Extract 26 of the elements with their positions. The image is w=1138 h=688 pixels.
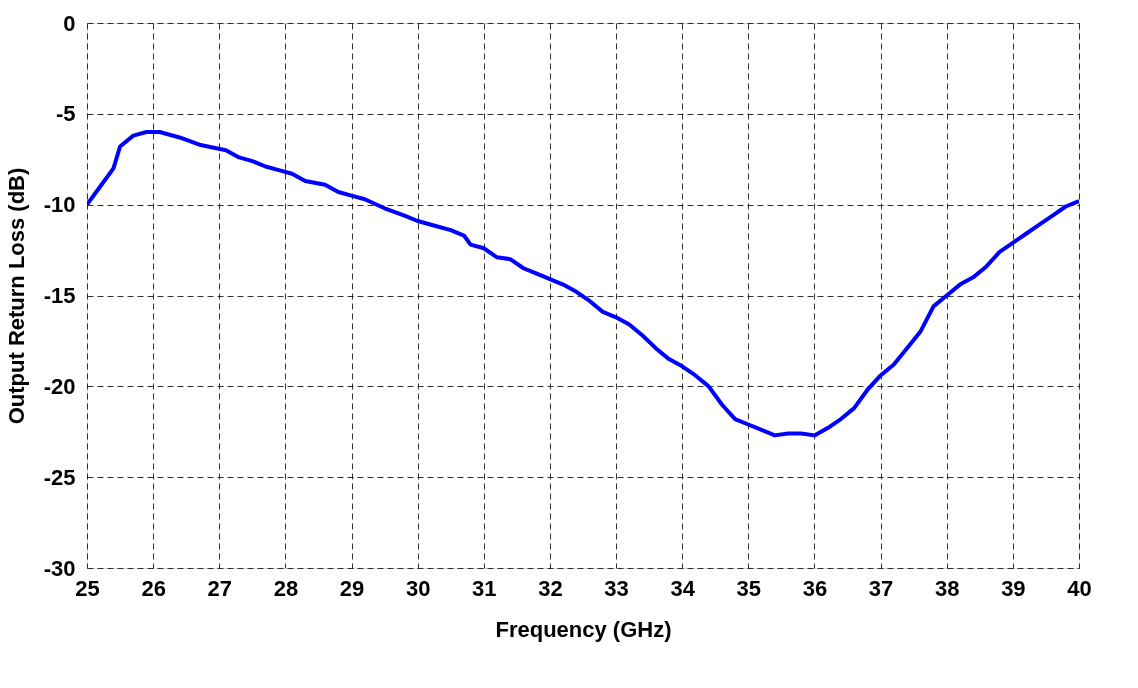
- x-tick-label: 30: [405, 575, 431, 601]
- x-tick-label: 34: [670, 575, 696, 601]
- y-tick-label: -30: [43, 555, 76, 581]
- y-tick-label: 0: [63, 10, 76, 36]
- y-tick-label: -20: [43, 373, 76, 399]
- y-tick-label: -25: [43, 464, 76, 490]
- x-tick-label: 36: [802, 575, 828, 601]
- y-axis-title: Output Return Loss (dB): [3, 167, 29, 425]
- x-tick-label: 35: [736, 575, 762, 601]
- x-tick-label: 25: [75, 575, 100, 601]
- y-tick-label: -5: [55, 101, 76, 127]
- x-tick-label: 39: [1001, 575, 1026, 601]
- x-tick-label: 28: [273, 575, 299, 601]
- y-tick-label: -10: [43, 192, 76, 218]
- x-tick-label: 26: [141, 575, 166, 601]
- x-tick-label: 31: [472, 575, 497, 601]
- x-tick-label: 33: [604, 575, 629, 601]
- x-tick-label: 29: [339, 575, 365, 601]
- line-series: [87, 130, 1079, 438]
- x-tick-label: 27: [207, 575, 233, 601]
- x-tick-label: 37: [868, 575, 894, 601]
- x-tick-label: 32: [538, 575, 563, 601]
- y-tick-label: -15: [43, 283, 76, 308]
- x-tick-label: 40: [1067, 575, 1092, 601]
- x-axis-title: Frequency (GHz): [495, 616, 672, 642]
- x-tick-label: 38: [934, 575, 960, 601]
